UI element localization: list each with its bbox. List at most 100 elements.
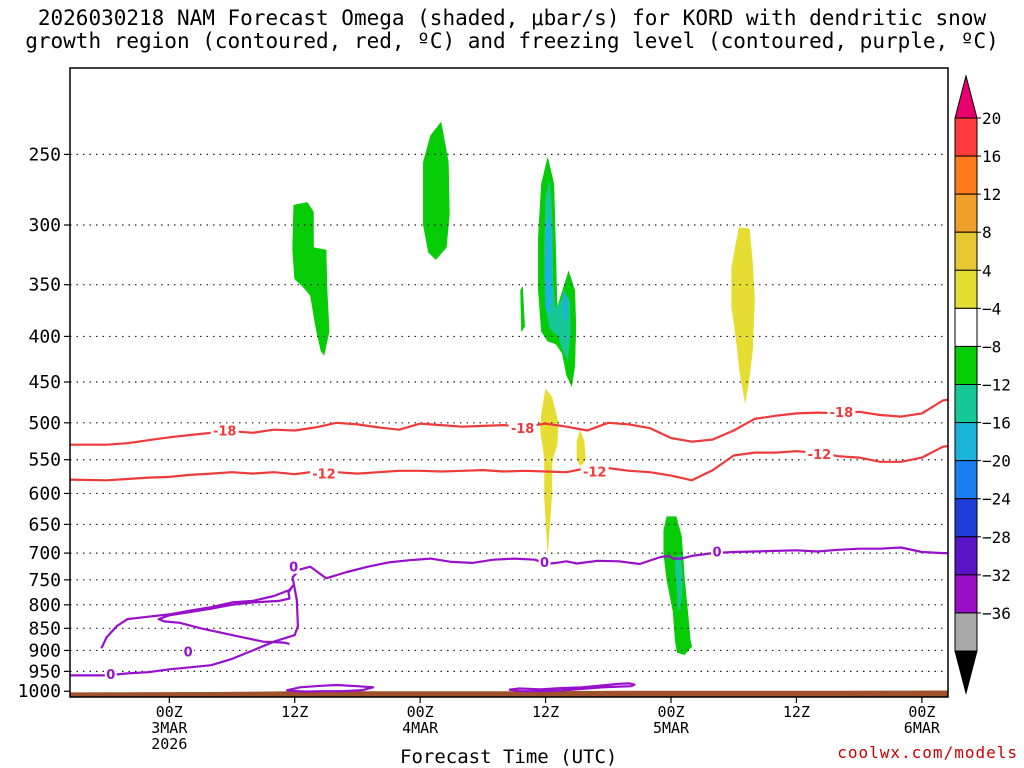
- y-tick-label: 550: [28, 450, 61, 471]
- contour-label: 0: [106, 668, 115, 683]
- y-tick-label: 350: [28, 275, 61, 296]
- isotherm-line: [100, 584, 294, 649]
- colorbar-label: −8: [982, 337, 1001, 356]
- contour-label: -12: [583, 466, 607, 481]
- contour-label: -18: [213, 424, 237, 439]
- contour-label: -18: [830, 406, 854, 421]
- y-tick-label: 500: [28, 413, 61, 434]
- colorbar-label: 20: [982, 109, 1001, 128]
- colorbar-label: −28: [982, 528, 1011, 547]
- colorbar-bin: [954, 612, 978, 652]
- colorbar-label: 16: [982, 147, 1001, 166]
- contour-label-bg: [711, 544, 724, 559]
- site-credit: coolwx.com/models: [837, 743, 1018, 762]
- y-tick-label: 450: [28, 372, 61, 393]
- x-tick-label: 6MAR: [904, 719, 941, 737]
- colorbar-label: −4: [982, 299, 1001, 318]
- contour-label: 0: [540, 556, 549, 571]
- colorbar-label: 4: [982, 261, 992, 280]
- colorbar-label: 8: [982, 223, 992, 242]
- y-tick-label: 800: [28, 595, 61, 616]
- colorbar-label: 12: [982, 185, 1001, 204]
- y-tick-label: 950: [28, 661, 61, 682]
- contour-label-bg: [580, 464, 609, 479]
- x-tick-label: 2026: [151, 735, 187, 753]
- x-tick-label: 5MAR: [653, 719, 690, 737]
- contour-label-bg: [210, 423, 239, 438]
- colorbar-label: −16: [982, 414, 1011, 433]
- isotherm-line: [286, 683, 375, 693]
- omega-region: [292, 202, 330, 356]
- x-tick-label: 00Z: [407, 703, 434, 721]
- colorbar-bin: [954, 307, 978, 347]
- contour-label: -12: [312, 468, 336, 483]
- x-tick-label: 00Z: [657, 703, 684, 721]
- x-tick-label: 00Z: [156, 703, 183, 721]
- y-tick-label: 400: [28, 326, 61, 347]
- x-axis-title: Forecast Time (UTC): [400, 746, 618, 768]
- isotherm-line: [70, 546, 948, 677]
- contour-label: 0: [712, 545, 721, 560]
- colorbar-bin: [954, 193, 978, 233]
- colorbar: 20 16 12 8 4 −4 −8 −12 −16 −20 −24 −28 −32 −36: [954, 74, 1011, 695]
- contour-label-bg: [827, 404, 856, 419]
- x-tick-label: 12Z: [281, 703, 308, 721]
- colorbar-label: −12: [982, 376, 1011, 395]
- contour-label: 0: [289, 561, 298, 576]
- colorbar-label: −36: [982, 604, 1011, 623]
- contour-label: -18: [511, 422, 535, 437]
- plot-frame: [69, 67, 949, 698]
- y-axis-ticks: 2503003504004505005506006507007508008509…: [18, 144, 70, 702]
- contour-labels: -18 -18 -18 -12 -12 -12 0 0 0 0 0: [104, 404, 856, 683]
- colorbar-bin: [954, 574, 978, 614]
- terrain-fill: [70, 690, 948, 697]
- y-tick-label: 600: [28, 483, 61, 504]
- colorbar-bin: [954, 460, 978, 500]
- contour-label-bg: [538, 554, 551, 569]
- colorbar-bin: [954, 345, 978, 385]
- contour-label-bg: [508, 421, 537, 436]
- omega-region: [563, 290, 568, 323]
- x-tick-label: 4MAR: [402, 719, 439, 737]
- omega-region: [685, 637, 693, 650]
- colorbar-bin: [954, 269, 978, 309]
- omega-shading: [292, 121, 755, 655]
- y-tick-label: 650: [28, 514, 61, 535]
- y-tick-label: 850: [28, 618, 61, 639]
- colorbar-bin: [954, 384, 978, 424]
- omega-region: [544, 217, 553, 316]
- x-tick-label: 12Z: [783, 703, 810, 721]
- contour-label-bg: [287, 559, 300, 574]
- x-tick-label: 00Z: [908, 703, 935, 721]
- x-tick-label: 3MAR: [151, 719, 188, 737]
- colorbar-label: −20: [982, 452, 1011, 471]
- omega-region: [576, 429, 586, 469]
- y-tick-label: 1000: [18, 681, 61, 702]
- y-tick-label: 750: [28, 570, 61, 591]
- omega-region: [538, 157, 577, 388]
- y-tick-label: 700: [28, 543, 61, 564]
- contour-label-bg: [104, 667, 117, 682]
- colorbar-label: −32: [982, 566, 1011, 585]
- contour-label: -12: [808, 448, 832, 463]
- y-tick-label: 900: [28, 640, 61, 661]
- colorbar-bottom-arrow: [954, 650, 978, 695]
- colorbar-bin: [954, 498, 978, 538]
- colorbar-top-arrow: [954, 74, 978, 119]
- chart-title-line-2: growth region (contoured, red, ºC) and f…: [25, 29, 999, 53]
- axes: [69, 67, 949, 698]
- contour-label-bg: [182, 644, 195, 659]
- colorbar-bin: [954, 231, 978, 271]
- chart-title-line-1: 2026030218 NAM Forecast Omega (shaded, μ…: [37, 6, 987, 30]
- omega-region: [520, 286, 525, 333]
- colorbar-bin: [954, 117, 978, 157]
- colorbar-label: −24: [982, 490, 1011, 509]
- colorbar-bin: [954, 422, 978, 462]
- colorbar-bin: [954, 155, 978, 195]
- contour-label-bg: [309, 466, 338, 481]
- colorbar-bin: [954, 536, 978, 576]
- x-tick-label: 12Z: [532, 703, 559, 721]
- isotherm-line: [508, 682, 636, 693]
